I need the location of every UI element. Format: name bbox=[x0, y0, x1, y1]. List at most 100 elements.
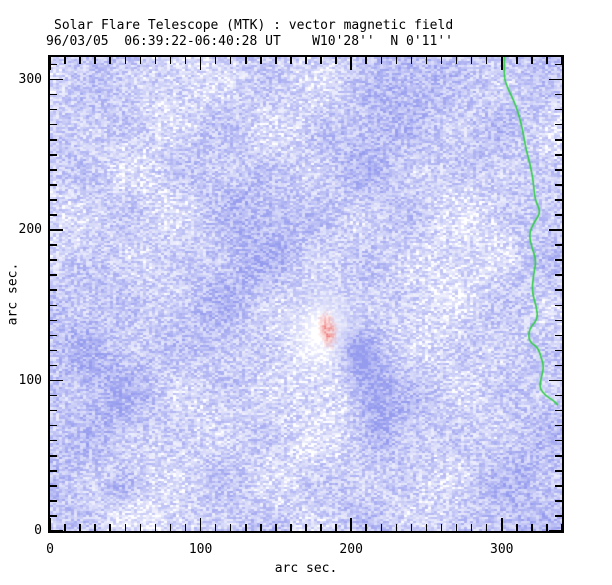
axis-tick bbox=[555, 63, 562, 66]
axis-tick bbox=[410, 57, 413, 64]
axis-tick bbox=[320, 524, 322, 531]
axis-tick bbox=[50, 169, 57, 171]
axis-tick bbox=[199, 518, 202, 531]
axis-tick bbox=[555, 184, 562, 186]
axis-tick bbox=[555, 214, 562, 216]
y-tick-label: 0 bbox=[34, 523, 42, 538]
axis-tick bbox=[555, 485, 562, 487]
axis-tick bbox=[410, 524, 413, 531]
axis-tick bbox=[50, 154, 57, 156]
axis-tick bbox=[549, 379, 562, 382]
axis-tick bbox=[50, 289, 57, 291]
axis-tick bbox=[531, 57, 533, 64]
x-axis-label: arc sec. bbox=[274, 561, 338, 576]
axis-tick bbox=[64, 57, 66, 64]
axis-tick bbox=[50, 184, 57, 186]
axis-tick bbox=[50, 334, 57, 337]
axis-tick bbox=[275, 57, 277, 64]
axis-tick bbox=[350, 518, 352, 531]
axis-tick bbox=[425, 57, 428, 64]
axis-tick bbox=[154, 57, 157, 64]
axis-tick bbox=[50, 364, 57, 367]
axis-tick bbox=[50, 515, 57, 517]
axis-tick bbox=[555, 424, 562, 427]
axis-tick bbox=[50, 304, 57, 307]
magnetogram-canvas bbox=[50, 57, 562, 531]
axis-tick bbox=[555, 439, 562, 442]
axis-tick bbox=[79, 524, 81, 531]
axis-tick bbox=[50, 409, 57, 412]
axis-tick bbox=[350, 57, 352, 70]
axis-tick bbox=[199, 57, 202, 70]
axis-tick bbox=[50, 394, 57, 397]
axis-tick bbox=[245, 524, 247, 531]
axis-tick bbox=[555, 169, 562, 171]
axis-tick bbox=[109, 524, 111, 531]
x-tick-label: 200 bbox=[339, 542, 363, 557]
axis-tick bbox=[380, 524, 383, 531]
axis-tick bbox=[555, 259, 562, 261]
axis-tick bbox=[305, 57, 307, 64]
axis-tick bbox=[555, 289, 562, 291]
axis-tick bbox=[184, 57, 187, 64]
axis-tick bbox=[50, 319, 57, 322]
axis-tick bbox=[50, 424, 57, 427]
y-tick-label: 300 bbox=[18, 71, 42, 87]
axis-tick bbox=[94, 57, 96, 64]
axis-tick bbox=[516, 57, 518, 64]
axis-tick bbox=[395, 57, 398, 64]
axis-tick bbox=[555, 93, 562, 96]
axis-tick bbox=[50, 274, 57, 276]
axis-tick bbox=[50, 199, 57, 201]
y-tick-label: 200 bbox=[18, 222, 42, 238]
axis-tick bbox=[555, 304, 562, 307]
axis-tick bbox=[555, 470, 562, 472]
axis-tick bbox=[440, 57, 443, 64]
axis-tick bbox=[549, 229, 562, 231]
axis-tick bbox=[124, 57, 127, 64]
axis-tick bbox=[501, 57, 503, 70]
axis-tick bbox=[50, 108, 57, 111]
axis-tick bbox=[184, 524, 187, 531]
x-tick-label: 300 bbox=[490, 542, 514, 557]
axis-tick bbox=[214, 524, 217, 531]
axis-tick bbox=[49, 57, 51, 70]
axis-tick bbox=[169, 57, 172, 64]
axis-tick bbox=[555, 455, 562, 457]
axis-tick bbox=[139, 57, 142, 64]
axis-tick bbox=[555, 409, 562, 412]
axis-tick bbox=[546, 57, 548, 64]
axis-tick bbox=[260, 57, 262, 64]
axis-tick bbox=[335, 524, 337, 531]
axis-tick bbox=[50, 63, 57, 66]
axis-tick bbox=[470, 57, 473, 64]
axis-tick bbox=[49, 518, 51, 531]
y-tick-label: 100 bbox=[18, 372, 42, 388]
axis-tick bbox=[470, 524, 473, 531]
axis-tick bbox=[546, 524, 548, 531]
axis-tick bbox=[365, 57, 367, 64]
axis-tick bbox=[290, 57, 292, 64]
axis-tick bbox=[455, 524, 458, 531]
plot-area bbox=[48, 55, 564, 533]
axis-tick bbox=[455, 57, 458, 64]
axis-tick bbox=[561, 524, 563, 531]
axis-tick bbox=[555, 319, 562, 322]
axis-tick bbox=[555, 139, 562, 141]
axis-tick bbox=[395, 524, 398, 531]
axis-tick bbox=[501, 518, 503, 531]
axis-tick bbox=[50, 78, 63, 81]
axis-tick bbox=[555, 199, 562, 201]
axis-tick bbox=[290, 524, 292, 531]
axis-tick bbox=[305, 524, 307, 531]
axis-tick bbox=[50, 214, 57, 216]
axis-tick bbox=[516, 524, 518, 531]
axis-tick bbox=[555, 244, 562, 246]
axis-tick bbox=[549, 530, 562, 532]
axis-tick bbox=[320, 57, 322, 64]
axis-tick bbox=[229, 524, 232, 531]
axis-tick bbox=[275, 524, 277, 531]
axis-tick bbox=[561, 57, 563, 64]
axis-tick bbox=[555, 123, 562, 126]
axis-tick bbox=[531, 524, 533, 531]
